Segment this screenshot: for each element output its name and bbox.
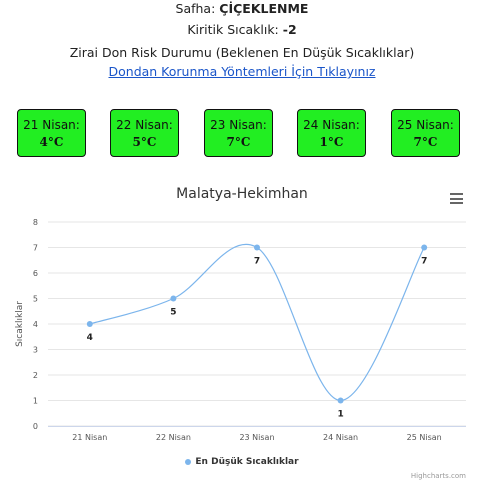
- phase-label: Safha:: [175, 1, 216, 16]
- risk-title: Zirai Don Risk Durumu (Beklenen En Düşük…: [69, 45, 415, 60]
- chart-title: Malatya-Hekimhan: [176, 186, 308, 202]
- x-tick-label: 25 Nisan: [407, 433, 442, 442]
- y-tick-label: 0: [33, 422, 38, 431]
- data-label: 4: [87, 333, 93, 343]
- y-axis-title: Sıcaklıklar: [15, 301, 25, 347]
- x-tick-label: 21 Nisan: [72, 433, 107, 442]
- day-box-24: 24 Nisan: 1°C: [297, 109, 366, 157]
- critical-temp-value: -2: [282, 22, 297, 37]
- day-label: 22 Nisan:: [116, 118, 173, 132]
- data-point: [254, 244, 260, 251]
- y-tick-label: 7: [33, 244, 38, 253]
- legend-item[interactable]: En Düşük Sıcaklıklar: [0, 457, 484, 467]
- x-tick-label: 24 Nisan: [323, 433, 358, 442]
- data-point: [86, 321, 93, 327]
- data-point: [170, 295, 177, 302]
- y-tick-label: 4: [33, 320, 38, 329]
- data-point: [337, 397, 344, 404]
- x-tick-label: 22 Nisan: [156, 433, 191, 442]
- day-temp: 7°C: [226, 135, 251, 149]
- phase-value: ÇİÇEKLENME: [219, 1, 309, 16]
- data-point: [421, 244, 428, 251]
- x-tick-label: 23 Nisan: [239, 433, 274, 442]
- y-tick-label: 6: [33, 269, 38, 278]
- critical-temp-label: Kiritik Sıcaklık:: [187, 22, 279, 37]
- day-box-25: 25 Nisan: 7°C: [391, 109, 460, 157]
- phase-row: Safha: ÇİÇEKLENME: [0, 1, 484, 16]
- day-label: 25 Nisan:: [397, 118, 454, 132]
- day-label: 21 Nisan:: [23, 118, 80, 132]
- day-temp: 7°C: [413, 135, 438, 149]
- hamburger-menu-icon[interactable]: [450, 193, 463, 204]
- legend-label: En Düşük Sıcaklıklar: [195, 457, 299, 467]
- y-tick-label: 5: [33, 295, 38, 304]
- day-temp: 1°C: [319, 135, 344, 149]
- y-tick-label: 1: [33, 397, 38, 406]
- data-label: 7: [421, 257, 427, 267]
- day-temp: 4°C: [39, 135, 64, 149]
- legend-marker-icon: [185, 458, 192, 465]
- critical-temp-row: Kiritik Sıcaklık: -2: [0, 22, 484, 37]
- protection-methods-link[interactable]: Dondan Korunma Yöntemleri İçin Tıklayını…: [108, 64, 376, 79]
- day-box-23: 23 Nisan: 7°C: [204, 109, 273, 157]
- y-tick-label: 3: [33, 346, 38, 355]
- protection-link-row: Dondan Korunma Yöntemleri İçin Tıklayını…: [0, 64, 484, 79]
- y-tick-label: 2: [33, 371, 38, 380]
- series-line: [89, 243, 425, 402]
- credits-link[interactable]: Highcharts.com: [410, 472, 466, 480]
- data-label: 7: [254, 257, 260, 267]
- day-box-21: 21 Nisan: 4°C: [17, 109, 86, 157]
- day-label: 23 Nisan:: [210, 118, 267, 132]
- data-label: 5: [170, 308, 176, 318]
- day-box-22: 22 Nisan: 5°C: [110, 109, 179, 157]
- day-temp: 5°C: [132, 135, 157, 149]
- data-label: 1: [337, 410, 343, 420]
- y-tick-label: 8: [33, 218, 38, 227]
- day-label: 24 Nisan:: [303, 118, 360, 132]
